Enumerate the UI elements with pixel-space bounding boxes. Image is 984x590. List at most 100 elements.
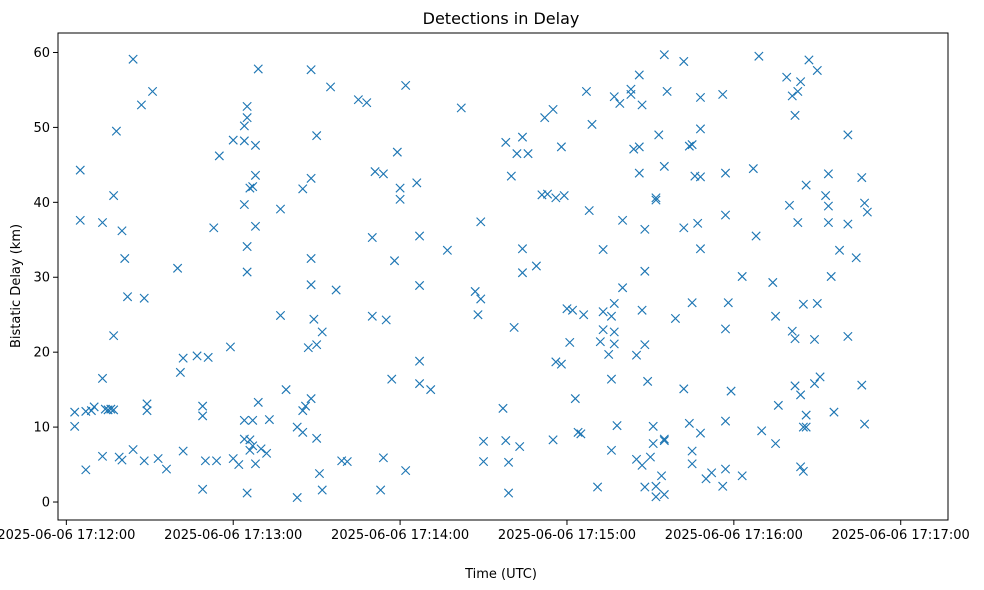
data-point [515,441,525,452]
data-point [239,136,249,146]
data-point [239,199,249,210]
data-point [826,271,836,282]
data-point [615,98,625,109]
data-point [617,283,628,293]
data-point [109,190,119,201]
data-point [754,51,764,61]
data-point [768,277,778,288]
data-point [506,171,516,181]
data-point [300,401,311,411]
data-point [172,263,183,273]
data-point [634,70,644,80]
data-point [250,221,261,231]
data-point [687,298,697,308]
data-point [109,405,119,415]
data-point [381,315,391,325]
data-point [748,164,758,174]
data-point [298,406,308,416]
data-point [801,410,811,420]
data-point [239,121,249,131]
data-point [687,459,697,469]
data-point [634,168,644,178]
data-point [659,434,669,444]
data-point [292,492,302,503]
data-point [392,147,402,157]
data-point [175,367,185,378]
data-point [659,50,669,60]
data-point [81,465,91,475]
data-point [245,435,255,445]
data-point [595,337,605,347]
data-point [606,445,617,455]
data-point [211,456,222,466]
data-point [128,54,138,64]
data-point [640,340,650,350]
data-point [656,471,667,481]
data-point [256,444,266,454]
data-point [312,433,322,443]
data-point [317,327,327,337]
data-point [242,113,252,123]
data-point [684,418,694,428]
data-point [643,376,653,386]
data-point [395,183,405,193]
data-point [648,421,658,431]
data-point [706,468,717,478]
data-point [556,142,567,152]
data-point [89,402,99,412]
data-point [414,231,425,241]
data-point [573,427,583,437]
x-tick-label: 2025-06-06 17:17:00 [832,528,970,543]
data-point [645,452,656,462]
data-point [790,334,800,344]
data-point [198,484,208,494]
data-point [517,268,528,278]
data-point [473,310,483,320]
data-point [517,132,528,142]
data-point [862,207,872,217]
data-point [306,253,316,264]
data-point [517,244,528,254]
data-point [629,144,639,154]
data-point [548,435,558,445]
data-point [242,241,252,252]
data-point [70,421,80,431]
data-point [770,438,781,449]
data-point [136,100,147,110]
data-point [309,314,319,324]
data-point [248,415,258,425]
data-point [609,298,619,309]
y-tick-label: 0 [42,496,50,511]
data-point [523,149,533,159]
data-point [770,311,781,321]
data-point [362,98,372,108]
data-point [857,172,867,183]
data-point [798,422,808,432]
data-point [178,446,188,456]
data-point [651,193,661,203]
data-point [718,89,728,100]
data-point [367,311,377,321]
x-tick-label: 2025-06-06 17:16:00 [665,528,803,543]
data-point [695,428,706,438]
data-point [139,293,149,303]
data-point [192,351,202,361]
data-point [242,267,252,277]
data-point [812,298,822,309]
data-point [253,64,263,74]
data-point [720,324,731,334]
data-point [353,95,363,105]
data-point [609,92,619,102]
data-point [70,407,80,417]
data-point [242,101,252,112]
data-point [609,339,619,349]
data-point [637,460,647,470]
data-point [75,215,85,225]
data-point [395,194,405,204]
data-point [815,372,825,382]
data-point [640,224,650,234]
data-point [659,161,669,171]
data-point [551,357,561,367]
data-point [225,342,236,352]
data-point [654,130,664,140]
